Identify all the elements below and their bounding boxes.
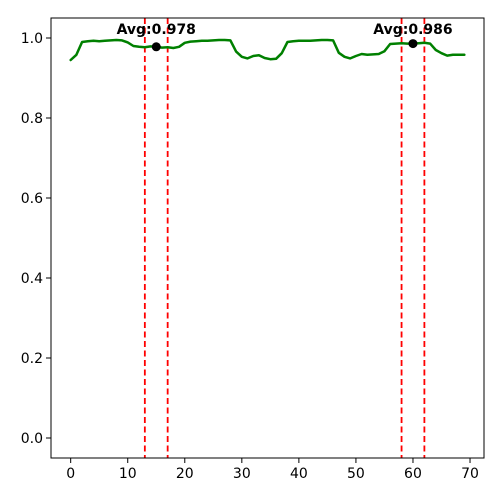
x-tick-label: 10 — [119, 466, 137, 482]
y-tick-label: 0.8 — [21, 111, 43, 127]
plot-frame — [50, 17, 485, 459]
y-tick-label: 0.4 — [21, 271, 43, 287]
y-tick-label: 0.0 — [21, 431, 43, 447]
y-tick-label: 0.6 — [21, 191, 43, 207]
y-axis: 0.0 0.2 0.4 0.6 0.8 1.0 — [21, 31, 51, 447]
x-tick-label: 70 — [461, 466, 479, 482]
x-tick-label: 50 — [347, 466, 365, 482]
avg-marker-0 — [151, 42, 161, 52]
annotation-label-1: Avg:0.986 — [373, 22, 452, 38]
series-group — [69, 38, 466, 62]
annotation-label-0: Avg:0.978 — [117, 22, 196, 38]
annotations: Avg:0.978 Avg:0.986 — [117, 22, 453, 38]
x-tick-label: 30 — [233, 466, 251, 482]
avg-marker-1 — [408, 39, 418, 49]
x-tick-label: 0 — [66, 466, 75, 482]
x-tick-label: 60 — [404, 466, 422, 482]
reference-lines — [143, 18, 426, 458]
y-tick-label: 0.2 — [21, 351, 43, 367]
x-tick-label: 20 — [176, 466, 194, 482]
x-tick-label: 40 — [290, 466, 308, 482]
average-markers — [151, 39, 418, 52]
y-tick-label: 1.0 — [21, 31, 43, 47]
x-axis: 0 10 20 30 40 50 60 70 — [66, 458, 479, 482]
series-line-0 — [69, 38, 466, 62]
